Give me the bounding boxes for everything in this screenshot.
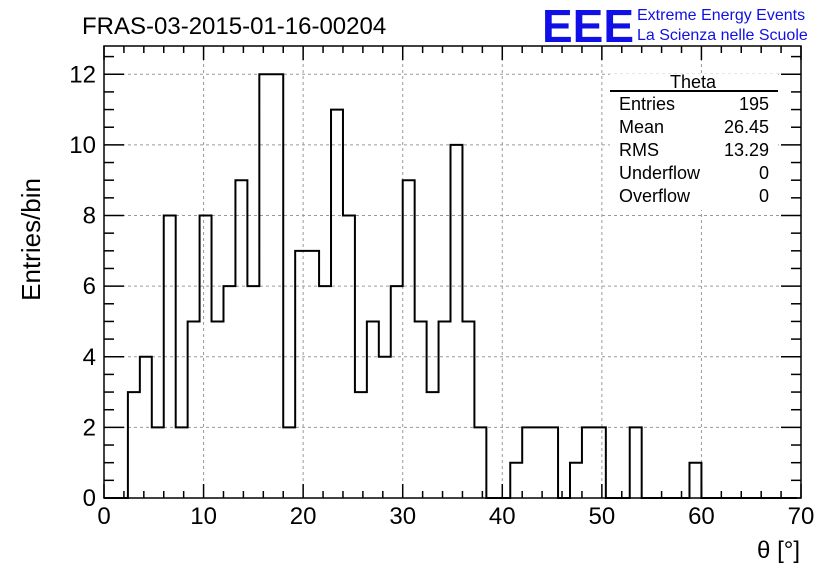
histogram-bin <box>176 427 188 498</box>
stats-rms-value: 13.29 <box>724 140 769 160</box>
histogram-bin <box>223 286 235 498</box>
histogram-bin <box>451 145 463 498</box>
y-tick-label: 0 <box>83 485 96 512</box>
logo-tagline-2: La Scienza nelle Scuole <box>637 27 808 44</box>
stats-box-title: Theta <box>670 72 717 92</box>
y-axis-label: Entries/bin <box>16 178 46 301</box>
stats-overflow-value: 0 <box>759 186 769 206</box>
run-title: FRAS-03-2015-01-16-00204 <box>82 13 386 40</box>
histogram-bin <box>403 180 415 498</box>
stats-entries-value: 195 <box>739 94 769 114</box>
histogram-bin <box>128 392 140 498</box>
histogram-bin <box>570 463 582 498</box>
histogram-bin <box>391 286 403 498</box>
y-tick-label: 8 <box>83 203 96 230</box>
x-tick-label: 50 <box>589 503 616 530</box>
y-tick-label: 4 <box>83 344 96 371</box>
histogram-bin <box>415 321 427 498</box>
x-tick-label: 70 <box>788 503 815 530</box>
histogram-bin <box>427 392 439 498</box>
eee-logo: EEE <box>542 0 634 52</box>
histogram-bin <box>462 321 474 498</box>
histogram-outline <box>104 73 798 499</box>
x-tick-label: 0 <box>97 503 110 530</box>
y-tick-label: 12 <box>69 61 96 88</box>
histogram-bin <box>319 286 331 498</box>
histogram-bin <box>582 427 594 498</box>
histogram-bin <box>474 427 486 498</box>
histogram-bin <box>534 427 546 498</box>
histogram-bin <box>152 427 164 498</box>
histogram-bin <box>367 321 379 498</box>
stats-entries-label: Entries <box>619 94 675 114</box>
histogram-bin <box>594 427 606 498</box>
stats-mean-label: Mean <box>619 117 664 137</box>
stats-box-background <box>610 74 778 210</box>
histogram-bin <box>283 427 295 498</box>
histogram-bin <box>546 427 558 498</box>
histogram-bin <box>212 321 224 498</box>
stats-overflow-label: Overflow <box>619 186 691 206</box>
x-tick-label: 20 <box>290 503 317 530</box>
histogram-bin <box>630 427 642 498</box>
x-tick-label: 30 <box>389 503 416 530</box>
histogram-bin <box>247 286 259 498</box>
histogram-bin <box>439 321 451 498</box>
logo-tagline-1: Extreme Energy Events <box>637 7 805 24</box>
histogram-bin <box>355 392 367 498</box>
stats-underflow-value: 0 <box>759 163 769 183</box>
histogram-bin <box>689 463 701 498</box>
stats-box: Theta Entries 195 Mean 26.45 RMS 13.29 U… <box>610 72 778 210</box>
y-tick-label: 2 <box>83 414 96 441</box>
histogram-bin <box>295 251 307 498</box>
y-tick-label: 10 <box>69 132 96 159</box>
histogram-bin <box>510 463 522 498</box>
x-axis-label: θ [°] <box>757 537 800 564</box>
histogram-bin <box>331 110 343 498</box>
histogram-bin <box>522 427 534 498</box>
histogram-bin <box>188 321 200 498</box>
x-tick-label: 10 <box>190 503 217 530</box>
stats-underflow-label: Underflow <box>619 163 701 183</box>
x-tick-label: 40 <box>489 503 516 530</box>
plot-frame <box>103 45 802 499</box>
x-tick-label: 60 <box>688 503 715 530</box>
y-tick-label: 6 <box>83 273 96 300</box>
histogram-bin <box>235 180 247 498</box>
histogram-bin <box>307 251 319 498</box>
x-tick-labels: 0 10 20 30 40 50 60 70 <box>97 503 814 530</box>
stats-mean-value: 26.45 <box>724 117 769 137</box>
y-tick-labels: 0 2 4 6 8 10 12 <box>69 61 96 512</box>
stats-rms-label: RMS <box>619 140 659 160</box>
